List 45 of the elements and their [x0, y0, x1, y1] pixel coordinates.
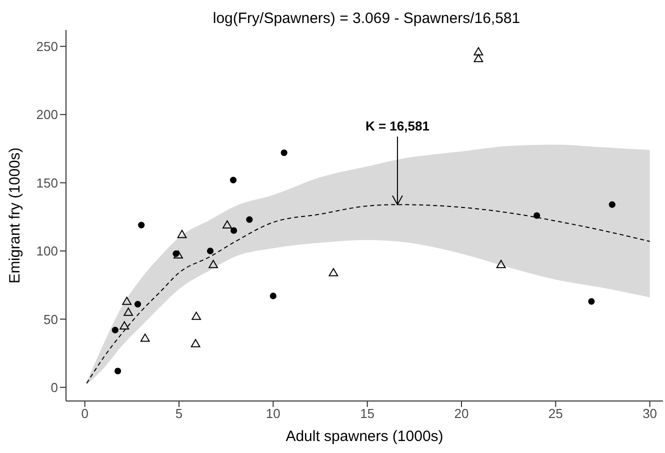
x-tick-label: 20 — [454, 406, 469, 422]
x-tick-label: 0 — [81, 406, 88, 422]
y-tick-label: 50 — [44, 312, 58, 327]
point — [208, 260, 218, 268]
point — [474, 47, 484, 56]
y-tick-label: 150 — [36, 175, 58, 190]
point — [206, 248, 214, 254]
point — [140, 334, 150, 342]
point — [134, 300, 142, 308]
point — [192, 312, 202, 320]
x-tick-label: 10 — [266, 406, 280, 422]
point — [474, 54, 484, 62]
point — [534, 212, 540, 219]
point — [114, 368, 122, 374]
y-axis-title: Emigrant fry (1000s) — [6, 148, 24, 284]
x-tick-label: 15 — [360, 406, 375, 422]
point — [280, 149, 288, 156]
point — [222, 220, 232, 229]
y-tick-label: 200 — [36, 107, 58, 122]
x-tick-label: 30 — [642, 406, 658, 422]
point — [190, 339, 200, 348]
annotation: K = 16,581 — [365, 118, 430, 134]
point — [588, 298, 595, 305]
x-axis-title: Adult spawners (1000s) — [286, 428, 444, 445]
y-tick-label: 250 — [36, 38, 58, 54]
y-tick-label: 100 — [36, 244, 58, 259]
point — [120, 321, 130, 330]
point — [270, 292, 276, 300]
point — [174, 250, 183, 259]
point — [608, 201, 616, 208]
point — [230, 176, 237, 184]
chart-title: log(Fry/Spawners) = 3.069 - Spawners/16,581 — [212, 9, 522, 29]
point — [124, 308, 134, 316]
point — [328, 268, 338, 276]
line-series — [86, 204, 650, 384]
y-tick-label: 0 — [50, 380, 58, 395]
point — [122, 296, 132, 305]
x-tick-label: 5 — [175, 406, 183, 422]
point — [138, 222, 145, 228]
point — [112, 326, 118, 334]
point — [177, 230, 187, 238]
point — [246, 216, 253, 223]
point — [230, 227, 238, 234]
x-tick-label: 25 — [548, 406, 563, 422]
point — [496, 260, 506, 268]
